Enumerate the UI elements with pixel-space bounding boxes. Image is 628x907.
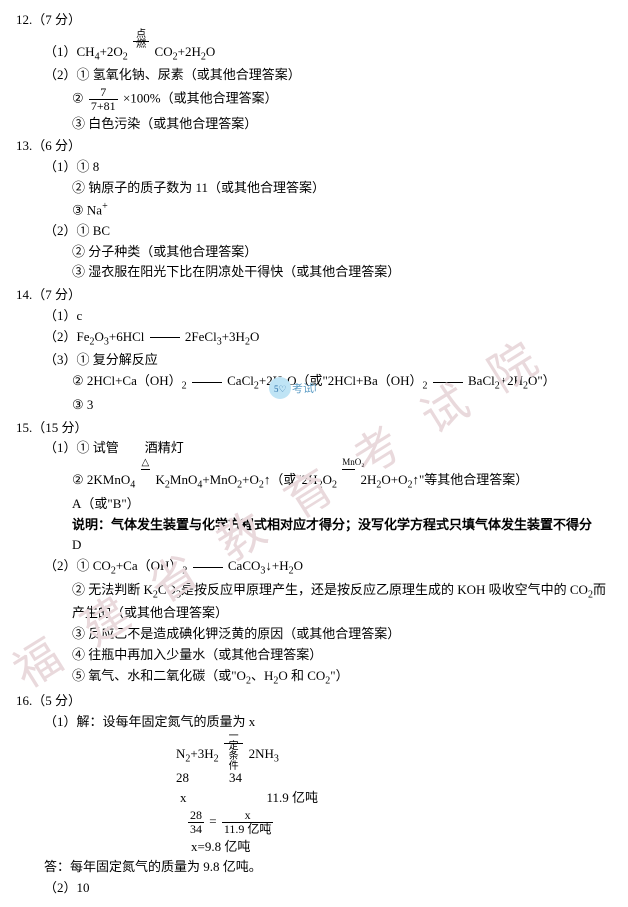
q15-p2-3: ③ 反应乙不是造成碘化钾泛黄的原因（或其他合理答案） <box>72 624 612 645</box>
q15-p1-2note: 说明：气体发生装置与化学方程式相对应才得分；没写化学方程式只填气体发生装置不得分 <box>72 515 612 536</box>
q13-p2-3: ③ 湿衣服在阳光下比在阴凉处干得快（或其他合理答案） <box>72 262 612 283</box>
q12-p1: （1）CH4+2O2 点燃 CO2+2H2O <box>44 31 612 66</box>
q16-p2: （2）10 <box>44 878 612 899</box>
q14-p3-2: ② 2HCl+Ca（OH）2 CaCl2+2H2O（或"2HCl+Ba（OH）2… <box>72 371 612 395</box>
q15-p1-2d: D <box>72 535 612 556</box>
q12-p2-2: ② 77+81 ×100%（或其他合理答案） <box>72 86 612 113</box>
q12-head: 12.（7 分） <box>16 10 612 31</box>
q14-p2: （2）Fe2O3+6HCl 2FeCl3+3H2O <box>44 327 612 351</box>
q15-p1-1: （1）① 试管 酒精灯 <box>44 438 612 459</box>
q15-p2-4: ④ 往瓶中再加入少量水（或其他合理答案） <box>72 645 612 666</box>
q15-head: 15.（15 分） <box>16 418 612 439</box>
q14-p3-1: （3）① 复分解反应 <box>44 350 612 371</box>
q14-head: 14.（7 分） <box>16 285 612 306</box>
q12-p2-1: （2）① 氢氧化钠、尿素（或其他合理答案） <box>44 65 612 86</box>
q15-p1-2: ② 2KMnO4 △ K2MnO4+MnO2+O2↑（或"2H2O2 MnO₂ … <box>72 459 612 494</box>
q13-p1-1: （1）① 8 <box>44 157 612 178</box>
q16-frac: 2834 = x11.9 亿吨 <box>186 809 612 836</box>
q15-p2-1: （2）① CO2+Ca（OH）2 CaCO3↓+H2O <box>44 556 612 580</box>
q13-p1-3: ③ Na+ <box>72 199 612 221</box>
q13-p2-1: （2）① BC <box>44 221 612 242</box>
q15-p2-5: ⑤ 氧气、水和二氧化碳（或"O2、H2O 和 CO2"） <box>72 666 612 690</box>
q16-eq: N2+3H2 一定条件 2NH3 <box>176 733 612 768</box>
q16-solve: x=9.8 亿吨 <box>191 837 612 858</box>
q16-row3: x11.9 亿吨 <box>180 788 612 809</box>
q13-p2-2: ② 分子种类（或其他合理答案） <box>72 242 612 263</box>
q16-head: 16.（5 分） <box>16 691 612 712</box>
q14-p3-3: ③ 3 <box>72 395 612 416</box>
q16-ans: 答：每年固定氮气的质量为 9.8 亿吨。 <box>44 857 612 878</box>
q15-p1-2b: A（或"B"） <box>72 494 612 515</box>
q15-p2-2: ② 无法判断 K2CO3是按反应甲原理产生，还是按反应乙原理生成的 KOH 吸收… <box>72 580 612 624</box>
q14-p1: （1）c <box>44 306 612 327</box>
q13-p1-2: ② 钠原子的质子数为 11（或其他合理答案） <box>72 178 612 199</box>
q13-head: 13.（6 分） <box>16 136 612 157</box>
q12-p2-3: ③ 白色污染（或其他合理答案） <box>72 114 612 135</box>
q16-p1-label: （1）解：设每年固定氮气的质量为 x <box>44 712 612 733</box>
